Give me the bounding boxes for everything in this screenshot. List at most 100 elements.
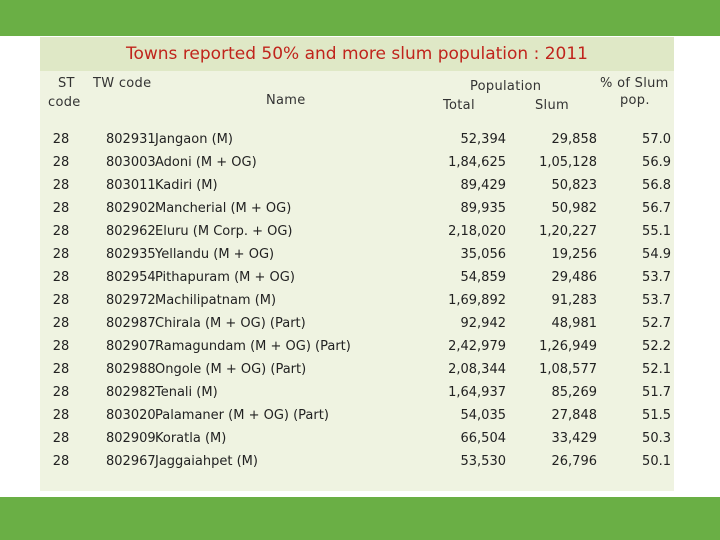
slum-percent-cell: 53.7	[642, 293, 671, 308]
tw-code-cell: 802982	[106, 385, 156, 400]
table-row: 28 803011 Kadiri (M) 89,429 50,823 56.8	[40, 174, 674, 197]
total-population-cell: 35,056	[460, 247, 507, 262]
table-row: 28 803003 Adoni (M + OG) 1,84,625 1,05,128 56…	[40, 151, 674, 174]
slum-percent-cell: 55.1	[642, 224, 671, 239]
total-population-cell: 52,394	[460, 132, 507, 147]
slum-percent-cell: 51.7	[642, 385, 671, 400]
town-name-cell: Palamaner (M + OG) (Part)	[155, 408, 329, 423]
slum-percent-cell: 50.3	[642, 431, 671, 446]
total-population-cell: 53,530	[460, 454, 507, 469]
table-row: 28 802954 Pithapuram (M + OG) 54,859 29,486 5…	[40, 266, 674, 289]
tw-code-cell: 802907	[106, 339, 156, 354]
slum-percent-cell: 56.7	[642, 201, 671, 216]
header-pct-slum: % of Slum	[600, 76, 669, 91]
st-code-cell: 28	[52, 270, 70, 285]
town-name-cell: Yellandu (M + OG)	[155, 247, 275, 262]
total-population-cell: 89,429	[460, 178, 507, 193]
st-code-cell: 28	[52, 454, 70, 469]
header-st: ST	[58, 76, 75, 91]
header-slum: Slum	[535, 98, 569, 113]
total-population-cell: 92,942	[460, 316, 507, 331]
total-population-cell: 89,935	[460, 201, 507, 216]
st-code-cell: 28	[52, 247, 70, 262]
total-population-cell: 54,859	[460, 270, 507, 285]
total-population-cell: 1,69,892	[448, 293, 506, 308]
table-row: 28 802962 Eluru (M Corp. + OG) 2,18,020 1,20…	[40, 220, 674, 243]
slum-percent-cell: 57.0	[642, 132, 671, 147]
town-name-cell: Ongole (M + OG) (Part)	[155, 362, 307, 377]
table-row: 28 802909 Koratla (M) 66,504 33,429 50.3	[40, 427, 674, 450]
slum-percent-cell: 54.9	[642, 247, 671, 262]
header-tw-code: TW code	[93, 76, 152, 91]
table-row: 28 802931 Jangaon (M) 52,394 29,858 57.0	[40, 128, 674, 151]
table-body: 28 802931 Jangaon (M) 52,394 29,858 57.0 28 80…	[40, 128, 674, 473]
total-population-cell: 2,08,344	[448, 362, 506, 377]
slum-population-cell: 48,981	[551, 316, 598, 331]
tw-code-cell: 802988	[106, 362, 156, 377]
total-population-cell: 54,035	[460, 408, 507, 423]
slum-population-cell: 29,486	[551, 270, 598, 285]
st-code-cell: 28	[52, 408, 70, 423]
tw-code-cell: 802967	[106, 454, 156, 469]
tw-code-cell: 802902	[106, 201, 156, 216]
slum-population-cell: 50,982	[551, 201, 598, 216]
st-code-cell: 28	[52, 431, 70, 446]
table-row: 28 802907 Ramagundam (M + OG) (Part) 2,42,9…	[40, 335, 674, 358]
slum-percent-cell: 56.8	[642, 178, 671, 193]
slum-percent-cell: 56.9	[642, 155, 671, 170]
header-population: Population	[470, 79, 542, 94]
st-code-cell: 28	[52, 224, 70, 239]
slum-population-cell: 91,283	[551, 293, 598, 308]
total-population-cell: 2,18,020	[448, 224, 506, 239]
tw-code-cell: 803011	[106, 178, 156, 193]
header-total: Total	[443, 98, 475, 113]
st-code-cell: 28	[52, 201, 70, 216]
slum-population-cell: 19,256	[551, 247, 598, 262]
total-population-cell: 1,84,625	[448, 155, 506, 170]
table-row: 28 802982 Tenali (M) 1,64,937 85,269 51.7	[40, 381, 674, 404]
slum-population-cell: 1,20,227	[539, 224, 597, 239]
st-code-cell: 28	[52, 178, 70, 193]
town-name-cell: Adoni (M + OG)	[155, 155, 257, 170]
st-code-cell: 28	[52, 293, 70, 308]
slum-population-cell: 29,858	[551, 132, 598, 147]
total-population-cell: 2,42,979	[448, 339, 506, 354]
top-accent-band	[0, 0, 720, 36]
table-row: 28 802902 Mancherial (M + OG) 89,935 50,982 5…	[40, 197, 674, 220]
town-name-cell: Tenali (M)	[155, 385, 218, 400]
slum-percent-cell: 51.5	[642, 408, 671, 423]
tw-code-cell: 802909	[106, 431, 156, 446]
header-st-code: code	[48, 95, 81, 110]
tw-code-cell: 802931	[106, 132, 156, 147]
tw-code-cell: 803003	[106, 155, 156, 170]
town-name-cell: Ramagundam (M + OG) (Part)	[155, 339, 351, 354]
town-name-cell: Kadiri (M)	[155, 178, 218, 193]
bottom-accent-band	[0, 497, 720, 540]
table-background	[40, 37, 674, 491]
table-row: 28 802988 Ongole (M + OG) (Part) 2,08,344 1,…	[40, 358, 674, 381]
st-code-cell: 28	[52, 155, 70, 170]
table-row: 28 802972 Machilipatnam (M) 1,69,892 91,283 5…	[40, 289, 674, 312]
slum-percent-cell: 52.7	[642, 316, 671, 331]
st-code-cell: 28	[52, 385, 70, 400]
header-name: Name	[266, 93, 306, 108]
tw-code-cell: 802972	[106, 293, 156, 308]
st-code-cell: 28	[52, 132, 70, 147]
slum-percent-cell: 52.1	[642, 362, 671, 377]
total-population-cell: 1,64,937	[448, 385, 506, 400]
st-code-cell: 28	[52, 339, 70, 354]
town-name-cell: Jangaon (M)	[155, 132, 233, 147]
slum-population-cell: 1,05,128	[539, 155, 597, 170]
tw-code-cell: 802935	[106, 247, 156, 262]
town-name-cell: Machilipatnam (M)	[155, 293, 277, 308]
slum-population-cell: 33,429	[551, 431, 598, 446]
slum-population-cell: 50,823	[551, 178, 598, 193]
town-name-cell: Chirala (M + OG) (Part)	[155, 316, 306, 331]
slum-population-cell: 1,26,949	[539, 339, 597, 354]
slum-population-cell: 1,08,577	[539, 362, 597, 377]
table-row: 28 803020 Palamaner (M + OG) (Part) 54,035 2…	[40, 404, 674, 427]
slum-population-cell: 26,796	[551, 454, 598, 469]
table-row: 28 802935 Yellandu (M + OG) 35,056 19,256 54.…	[40, 243, 674, 266]
title-band	[40, 37, 674, 71]
table-row: 28 802967 Jaggaiahpet (M) 53,530 26,796 50.1	[40, 450, 674, 473]
